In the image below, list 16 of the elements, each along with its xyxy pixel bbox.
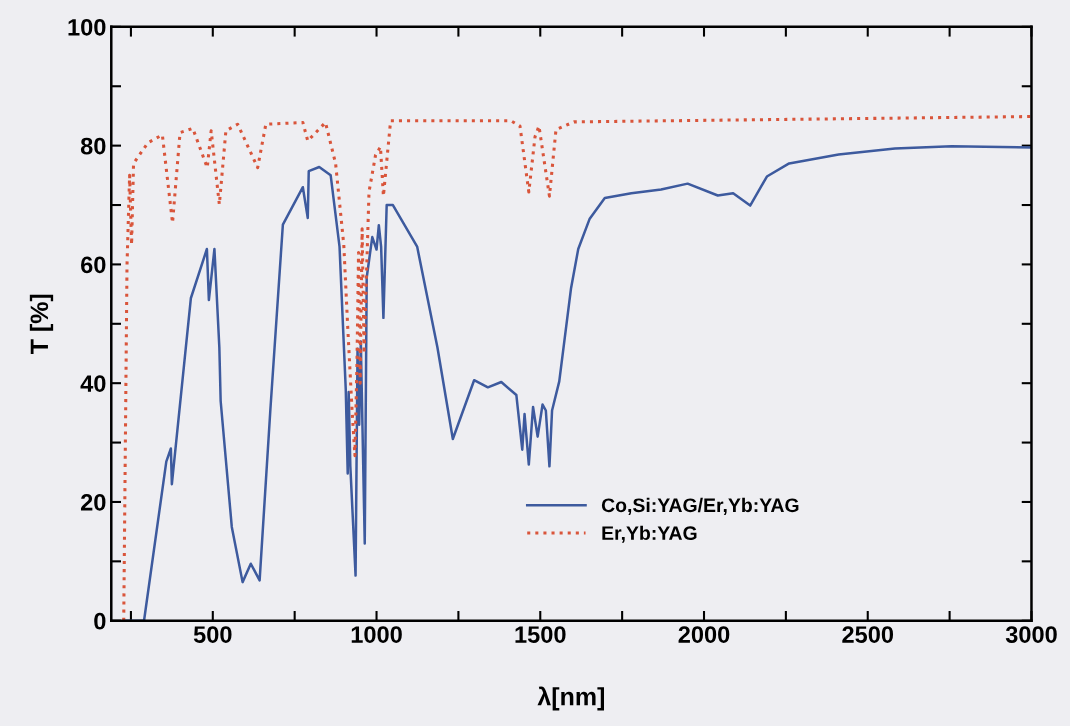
x-axis-title: λ[nm] xyxy=(537,686,605,711)
x-tick-label: 3000 xyxy=(1005,626,1057,643)
y-tick-label: 40 xyxy=(80,375,106,392)
x-tick-label: 500 xyxy=(193,626,232,643)
x-tick-label: 2000 xyxy=(678,626,730,643)
x-tick-label: 2500 xyxy=(842,626,894,643)
y-tick-label: 100 xyxy=(68,18,106,36)
y-axis-title: T [%] xyxy=(29,294,54,355)
legend-label: Co,Si:YAG/Er,Yb:YAG xyxy=(601,497,799,515)
legend-label: Er,Yb:YAG xyxy=(602,525,697,543)
x-tick-label: 1000 xyxy=(351,626,402,643)
y-tick-label: 20 xyxy=(80,494,106,511)
x-tick-label: 1500 xyxy=(515,626,566,643)
y-tick-label: 80 xyxy=(80,137,106,155)
y-tick-label: 0 xyxy=(94,612,106,630)
y-tick-label: 60 xyxy=(81,256,106,274)
